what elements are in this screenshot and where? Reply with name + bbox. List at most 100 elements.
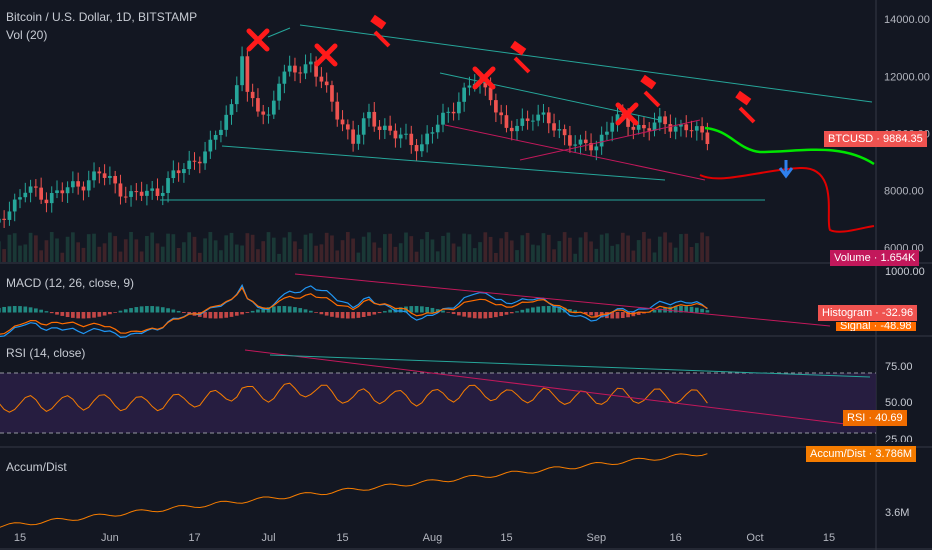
candle-body [314,61,318,77]
macd-histogram-bar [361,312,366,318]
macd-histogram-bar [568,308,572,313]
volume-bar [393,246,398,262]
macd-histogram-bar [92,312,96,318]
volume-bar [351,238,355,262]
macd-histogram-bar [134,307,139,313]
x-tick-label: 15 [823,532,835,544]
candle-body [589,143,593,151]
candle-body [451,111,456,114]
btcusd-price-tag: BTCUSD · 9884.35 [824,131,927,147]
candle-body [224,114,229,130]
candle-body [145,190,149,196]
volume-bar [55,238,59,262]
volume-bar [12,233,17,262]
volume-bar [49,232,54,262]
macd-histogram-bar [182,312,186,313]
x-tick-label: Jul [261,532,275,544]
candle-body [642,124,646,129]
macd-histogram-bar [166,308,170,313]
macd-histogram-bar [340,312,345,319]
candle-body [663,116,667,125]
macd-histogram-bar [287,306,292,313]
volume-bar [176,247,181,262]
macd-histogram-bar [610,312,615,319]
candle-body [155,188,160,196]
candle-body [499,112,504,116]
candle-body [356,134,361,144]
x-tick-label: 15 [336,532,348,544]
rsi-trend-line [244,349,846,425]
volume-bar [23,244,28,262]
candle-body [44,199,49,204]
candle-body [504,115,509,128]
volume-bar [525,232,530,262]
candle-body [351,129,355,144]
macd-histogram-bar [282,306,287,313]
macd-histogram-bar [478,312,482,319]
macd-histogram-bar [71,312,75,318]
candle-body [192,160,197,162]
macd-histogram-bar [176,310,181,313]
rsi-tick-50: 50.00 [885,397,913,409]
rsi-trend-line-teal [269,354,871,378]
hammer-handle [643,90,661,108]
macd-histogram-bar [308,310,313,313]
candle-body [208,139,213,152]
volume-bar [65,236,70,262]
candle-body [39,187,44,200]
volume-bar [583,232,588,262]
candle-body [636,124,641,130]
volume-bar [689,246,694,262]
candle-body [166,178,170,193]
volume-bar [261,241,266,262]
macd-tick: 1000.00 [885,266,925,278]
candle-body [171,170,176,179]
macd-histogram-bar [673,306,678,313]
volume-bar [240,245,244,262]
macd-histogram-bar [7,306,12,313]
candle-body [705,132,710,145]
volume-bar [160,246,165,262]
volume-bar [398,243,403,262]
volume-bar [330,235,334,262]
macd-histogram-bar [504,312,509,315]
volume-bar [372,242,377,262]
volume-bar [2,249,6,262]
candle-body [673,126,678,132]
volume-bar [647,238,652,262]
volume-bar [213,240,218,262]
candle-body [12,199,17,212]
volume-bar [335,250,340,262]
candle-body [552,123,556,131]
macd-histogram-bar [250,310,255,313]
volume-bar [277,253,281,262]
volume-bar [245,233,250,262]
macd-histogram-bar [213,312,218,319]
volume-bar [420,239,424,262]
candle-body [240,56,244,86]
candle-body [483,82,488,88]
volume-bar [546,234,551,262]
candle-body [293,65,297,73]
volume-bar [425,232,429,262]
volume-bar [700,232,704,262]
macd-histogram-bar [203,312,207,318]
volume-bar [610,245,615,262]
macd-histogram-bar [652,310,657,313]
macd-histogram-bar [234,312,239,316]
volume-bar [102,243,107,262]
volume-bar [509,240,514,262]
macd-histogram-bar [462,312,467,317]
volume-bar [250,234,255,262]
candle-body [382,125,387,130]
volume-bar [208,232,213,262]
trend-line [221,145,666,181]
macd-histogram-bar [409,306,414,313]
candle-body [71,181,75,188]
candle-body [594,146,599,151]
candle-body [250,91,255,99]
volume-bar [435,251,440,262]
volume-bar [578,237,583,262]
candle-body [626,115,630,127]
